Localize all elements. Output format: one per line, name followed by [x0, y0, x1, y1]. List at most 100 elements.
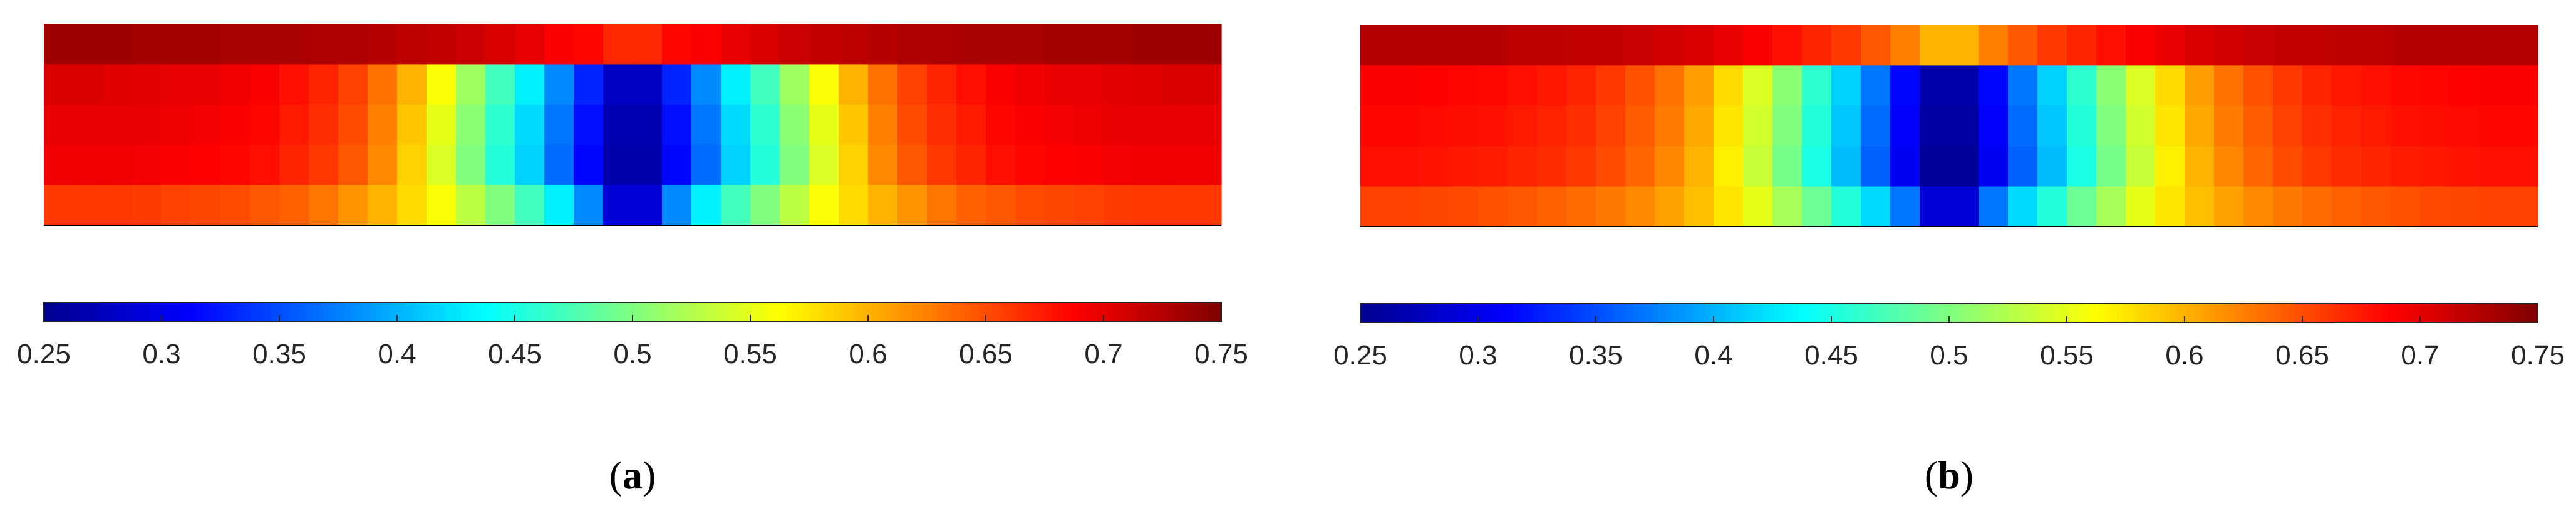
heatmap-cell-b-r2-c10 [1655, 105, 1685, 147]
heatmap-cell-b-r4-c3 [1449, 186, 1479, 227]
heatmap-cell-b-r2-c8 [1596, 105, 1626, 147]
heatmap-cell-b-r4-c33 [2332, 186, 2362, 227]
heatmap-cell-b-r1-c35 [2391, 65, 2421, 106]
heatmap-cell-b-r4-c15 [1802, 186, 1832, 227]
heatmap-cell-a-r0-c21 [662, 24, 692, 65]
heatmap-cell-b-r0-c12 [1714, 25, 1744, 66]
heatmap-cell-b-r4-c24 [2067, 186, 2097, 227]
colorbar-tick-label-a-8: 0.65 [959, 339, 1013, 369]
colorbar-tick-label-b-8: 0.65 [2275, 340, 2329, 371]
heatmap-cell-b-r4-c35 [2391, 186, 2421, 227]
heatmap-cell-a-r3-c31 [956, 145, 986, 186]
heatmap-cell-b-r0-c5 [1508, 25, 1538, 66]
heatmap-cell-a-r4-c23 [721, 185, 751, 226]
heatmap-cell-b-r1-c33 [2332, 65, 2362, 106]
heatmap-cell-a-r0-c3 [132, 24, 162, 65]
heatmap-cell-a-r0-c36 [1104, 24, 1134, 65]
heatmap-cell-a-r4-c33 [1015, 185, 1045, 226]
heatmap-cell-a-r3-c21 [662, 145, 692, 186]
colorbar-tick-label-a-3: 0.4 [378, 339, 416, 369]
heatmap-cell-b-r1-c11 [1684, 65, 1714, 106]
heatmap-cell-b-r2-c17 [1861, 105, 1891, 147]
heatmap-cell-b-r2-c29 [2214, 105, 2244, 147]
heatmap-cell-b-r1-c30 [2243, 65, 2273, 106]
heatmap-cell-a-r3-c34 [1045, 145, 1075, 186]
heatmap-cell-a-r3-c20 [633, 145, 663, 186]
heatmap-cell-a-r3-c25 [780, 145, 810, 186]
heatmap-cell-a-r3-c19 [603, 145, 633, 186]
heatmap-cell-b-r1-c39 [2508, 65, 2538, 106]
heatmap-cell-a-r4-c5 [191, 185, 221, 226]
heatmap-cell-a-r1-c3 [132, 64, 162, 105]
heatmap-cell-a-r3-c30 [927, 145, 957, 186]
heatmap-cell-b-r2-c36 [2420, 105, 2450, 147]
heatmap-cell-a-r0-c26 [809, 24, 839, 65]
heatmap-cell-a-r3-c2 [103, 145, 133, 186]
heatmap-cell-b-r0-c10 [1655, 25, 1685, 66]
heatmap-cell-a-r3-c39 [1192, 145, 1222, 186]
heatmap-cell-a-r2-c29 [897, 104, 928, 145]
heatmap-cell-a-r1-c28 [868, 64, 898, 105]
heatmap-cell-b-r3-c30 [2243, 146, 2273, 187]
heatmap-cell-a-r2-c7 [250, 104, 280, 145]
heatmap-cell-a-r1-c9 [309, 64, 339, 105]
colorbar-tick-label-b-6: 0.55 [2040, 340, 2094, 371]
heatmap-cell-a-r0-c5 [191, 24, 221, 65]
heatmap-cell-b-r3-c21 [1979, 146, 2009, 187]
heatmap-cell-b-r3-c18 [1890, 146, 1920, 187]
heatmap-cell-b-r3-c1 [1390, 146, 1420, 187]
heatmap-cell-b-r0-c20 [1949, 25, 1979, 66]
heatmap-cell-b-r3-c22 [2008, 146, 2038, 187]
heatmap-cell-b-r4-c32 [2302, 186, 2332, 227]
heatmap-cell-a-r2-c19 [603, 104, 633, 145]
colorbar-tick-label-b-2: 0.35 [1569, 340, 1623, 371]
colorbar-tick-label-b-9: 0.7 [2401, 340, 2439, 371]
heatmap-cell-b-r0-c21 [1979, 25, 2009, 66]
colorbar-tick-label-a-5: 0.5 [613, 339, 651, 369]
heatmap-cell-a-r4-c26 [809, 185, 839, 226]
heatmap-cell-b-r0-c35 [2391, 25, 2421, 66]
colorbar-tick-label-b-4: 0.45 [1804, 340, 1858, 371]
panel-caption-a: (a) [609, 453, 656, 497]
heatmap-cell-a-r2-c26 [809, 104, 839, 145]
heatmap-cell-b-r0-c13 [1743, 25, 1773, 66]
heatmap-cell-a-r4-c4 [162, 185, 192, 226]
heatmap-cell-b-r1-c14 [1772, 65, 1803, 106]
heatmap-cell-a-r4-c35 [1074, 185, 1104, 226]
heatmap-cell-b-r0-c4 [1478, 25, 1508, 66]
heatmap-cell-b-r3-c3 [1449, 146, 1479, 187]
heatmap-cell-b-r2-c6 [1537, 105, 1567, 147]
heatmap-cell-a-r3-c36 [1104, 145, 1134, 186]
heatmap-cell-b-r0-c0 [1360, 25, 1390, 66]
heatmap-cell-b-r3-c2 [1419, 146, 1449, 187]
heatmap-cell-b-r2-c37 [2449, 105, 2480, 147]
heatmap-cell-b-r4-c37 [2449, 186, 2480, 227]
heatmap-cell-b-r1-c28 [2185, 65, 2215, 106]
heatmap-cell-b-r1-c31 [2273, 65, 2303, 106]
heatmap-cell-a-r1-c10 [338, 64, 368, 105]
colorbar-ticks-b: 0.25 0.3 0.35 0.4 0.45 0.5 0.55 0.6 0.65 0.7 0.75 [1333, 316, 2565, 371]
heatmap-cell-a-r0-c10 [338, 24, 368, 65]
heatmap-cell-b-r2-c30 [2243, 105, 2273, 147]
heatmap-cell-a-r4-c17 [544, 185, 574, 226]
heatmap-cell-a-r3-c8 [279, 145, 309, 186]
heatmap-cell-b-r2-c4 [1478, 105, 1508, 147]
colorbar-tick-label-b-3: 0.4 [1694, 340, 1732, 371]
heatmap-cell-b-r2-c33 [2332, 105, 2362, 147]
heatmap-cell-b-r4-c17 [1861, 186, 1891, 227]
heatmap-cell-b-r4-c16 [1831, 186, 1861, 227]
heatmap-cell-a-r1-c23 [721, 64, 751, 105]
heatmap-cell-a-r3-c13 [427, 145, 457, 186]
heatmap-cell-b-r0-c27 [2155, 25, 2185, 66]
heatmap-cell-b-r0-c19 [1920, 25, 1950, 66]
heatmap-cell-a-r4-c25 [780, 185, 810, 226]
heatmap-cell-a-r4-c29 [897, 185, 928, 226]
heatmap-cell-a-r3-c33 [1015, 145, 1045, 186]
heatmap-cell-b-r2-c13 [1743, 105, 1773, 147]
heatmap-cell-b-r3-c23 [2037, 146, 2067, 187]
heatmap-cell-b-r1-c23 [2037, 65, 2067, 106]
heatmap-cell-b-r1-c12 [1714, 65, 1744, 106]
heatmap-cell-a-r2-c11 [368, 104, 398, 145]
heatmap-cell-a-r0-c4 [162, 24, 192, 65]
